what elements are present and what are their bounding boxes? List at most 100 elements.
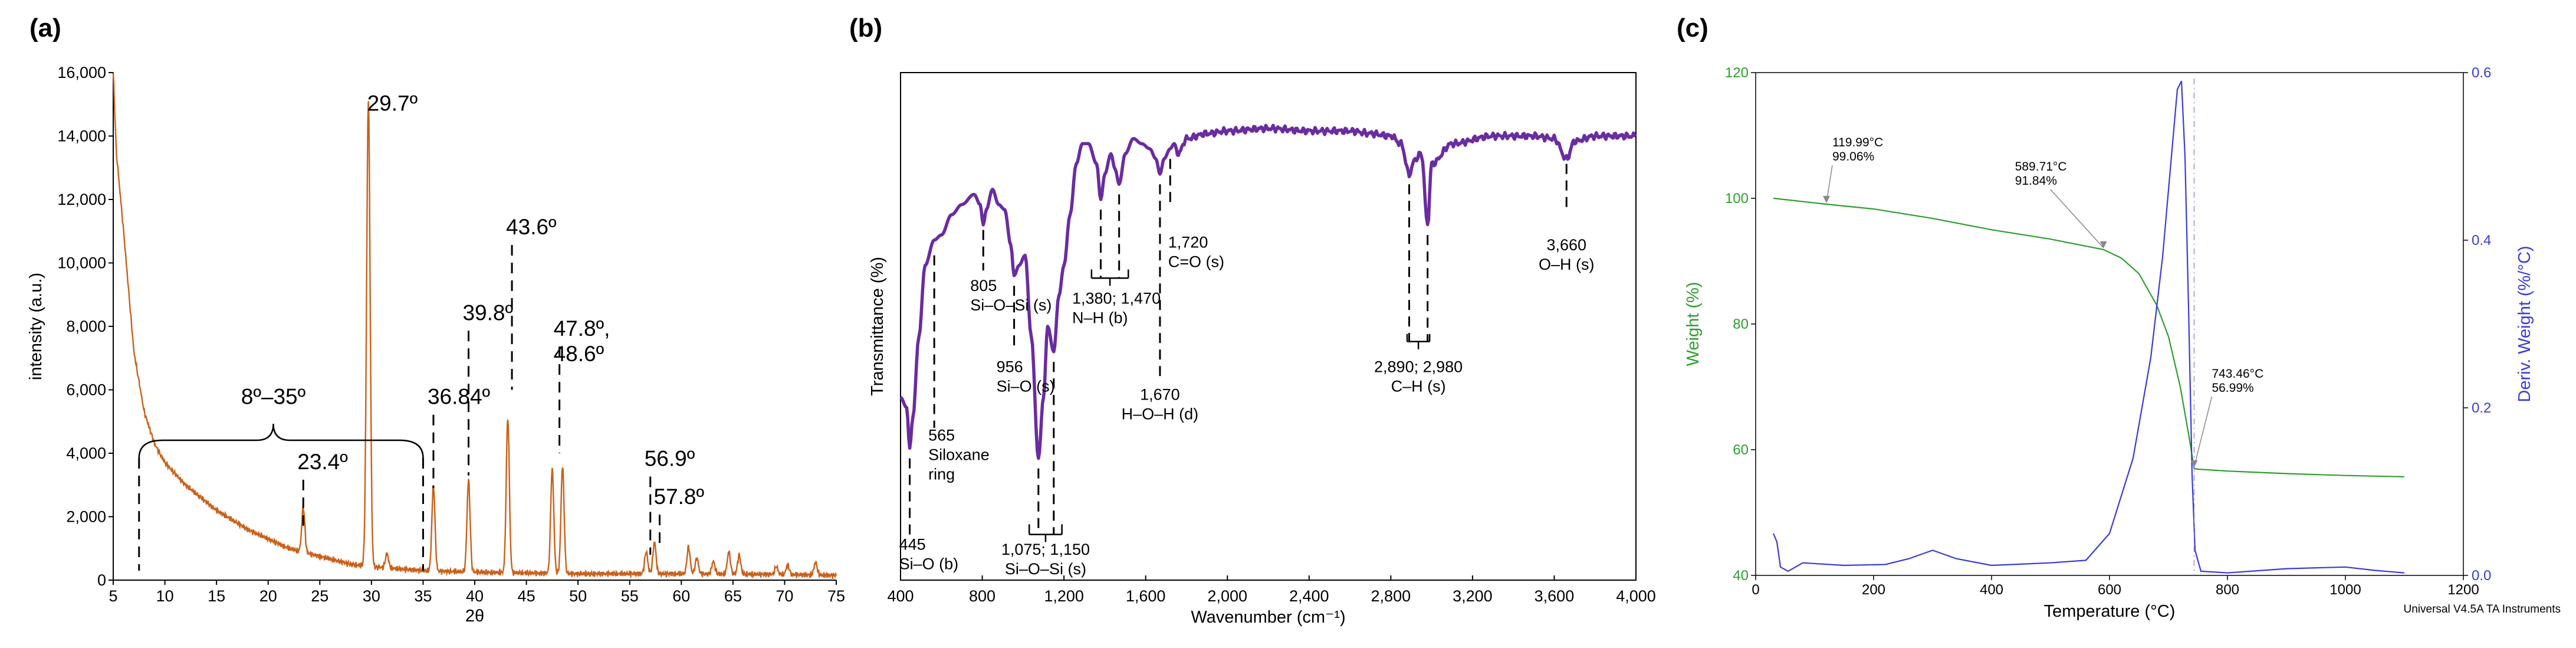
x-tick-label: 70 [776,587,793,605]
band-label: 1,670 [1140,386,1180,404]
x-tick-label: 200 [1862,582,1885,598]
peak-label: 23.4º [297,450,348,474]
range-label: 8º–35º [241,385,306,409]
band-label: 565 [928,427,955,444]
band-bracket [1090,269,1129,286]
ftir-chart: 400 800 1,200 1,600 2,000 2,400 2,800 3,200 3,60… [868,72,1656,627]
x-tick-label: 40 [466,587,484,605]
x-tick-label: 4,000 [1616,587,1656,605]
x-tick-label: 15 [208,587,225,605]
y-tick-label: 2,000 [66,508,106,526]
x-tick-label: 400 [887,587,914,605]
peak-label: 39.8º [462,300,513,325]
x-tick-label: 1000 [2329,582,2361,598]
x-tick-label: 0 [1752,582,1759,598]
x-tick-label: 1200 [2447,582,2479,598]
y-tick-label: 40 [1733,568,1749,584]
band-label: 956 [997,358,1023,375]
band-label: 2,890; 2,980 [1374,358,1463,375]
y2-tick-label: 0.6 [2472,65,2491,81]
point-leader-line [2193,396,2213,467]
panel-c-label: (c) [1677,14,1708,42]
y-tick-label: 6,000 [66,381,106,399]
panel-b-label: (b) [849,14,882,42]
deriv-weight-series-line [1772,80,2405,574]
y-axis-label: intensity (a.u.) [27,273,45,380]
tga-chart: 0 200 400 600 800 1000 1200 40 60 80 100 120 0.0 0.2 0… [1684,65,2534,621]
x-tick-label: 50 [569,587,587,605]
y-tick-label: 4,000 [66,444,106,462]
peak-label: 29.7º [367,91,418,116]
point-label: 743.46°C [2212,367,2263,381]
xrd-chart: 5 10 15 20 25 30 35 40 45 50 55 60 65 70 75 0 2,000 4,000… [27,64,845,626]
band-label: H–O–H (d) [1122,405,1199,423]
x-tick-label: 25 [311,587,328,605]
y-tick-label: 12,000 [57,191,106,208]
x-tick-label: 55 [621,587,639,605]
instrument-footer: Universal V4.5A TA Instruments [2404,603,2561,616]
band-label: ring [928,466,955,483]
ftir-series-line [899,123,1637,460]
y-tick-label: 60 [1733,442,1749,458]
band-label: Si–O (b) [899,555,959,572]
peak-label: 48.6º [554,342,604,366]
y2-tick-label: 0.2 [2472,400,2491,416]
point-arrow [1822,196,1830,204]
x-tick-label: 10 [156,587,174,605]
band-label: 1,380; 1,470 [1072,289,1161,307]
y-axis-label: Weight (%) [1684,282,1703,366]
band-label: 805 [970,277,997,294]
band-label: O–H (s) [1539,256,1595,273]
panel-a-label: (a) [29,14,61,42]
x-tick-label: 45 [518,587,535,605]
xrd-series-line [112,73,837,580]
point-label: 56.99% [2212,381,2253,395]
band-label: Si–O–Si (s) [970,296,1052,314]
x-tick-label: 3,600 [1535,587,1575,605]
band-bracket [1406,333,1431,349]
band-label: Si–O–Si (s) [1005,560,1086,578]
x-tick-label: 3,200 [1453,587,1493,605]
x-tick-label: 65 [724,587,742,605]
band-label: Siloxane [928,446,990,464]
x-tick-label: 35 [414,587,432,605]
y-tick-label: 0 [97,571,106,589]
point-arrow [2099,241,2107,248]
y-tick-label: 8,000 [66,318,106,335]
y2-tick-label: 0.4 [2472,233,2491,248]
band-label: C=O (s) [1168,253,1224,271]
y-axis-label: Transmittance (%) [868,257,887,396]
peak-label: 36.84º [428,385,491,409]
x-tick-label: 20 [259,587,277,605]
band-label: N–H (b) [1072,309,1128,326]
band-label: 1,720 [1168,234,1208,251]
band-label: 3,660 [1546,236,1586,254]
x-tick-label: 60 [672,587,690,605]
y2-tick-label: 0.0 [2472,568,2491,584]
point-leader-line [2050,189,2104,248]
x-tick-label: 5 [109,587,117,605]
x-tick-label: 30 [363,587,380,605]
range-bracket [138,423,424,459]
peak-label: 56.9º [645,447,695,471]
point-label: 119.99°C [1832,136,1883,149]
x-tick-label: 400 [1980,582,2003,598]
y-tick-label: 16,000 [57,64,106,81]
peak-label: 43.6º [506,215,557,239]
x-tick-label: 2,000 [1207,587,1247,605]
x-tick-label: 2,800 [1371,587,1411,605]
x-axis-label: Wavenumber (cm⁻¹) [1191,608,1345,627]
band-label: C–H (s) [1391,377,1446,395]
y-tick-label: 80 [1733,316,1749,332]
y-tick-label: 100 [1725,191,1749,207]
x-tick-label: 800 [969,587,995,605]
y-tick-label: 14,000 [57,127,106,145]
x-tick-label: 1,200 [1044,587,1084,605]
band-label: Si–O (s) [997,377,1055,395]
x-tick-label: 600 [2098,582,2121,598]
band-label: 445 [899,535,926,553]
x-tick-label: 75 [827,587,845,605]
y2-axis-label: Deriv. Weight (%/°C) [2515,246,2534,402]
